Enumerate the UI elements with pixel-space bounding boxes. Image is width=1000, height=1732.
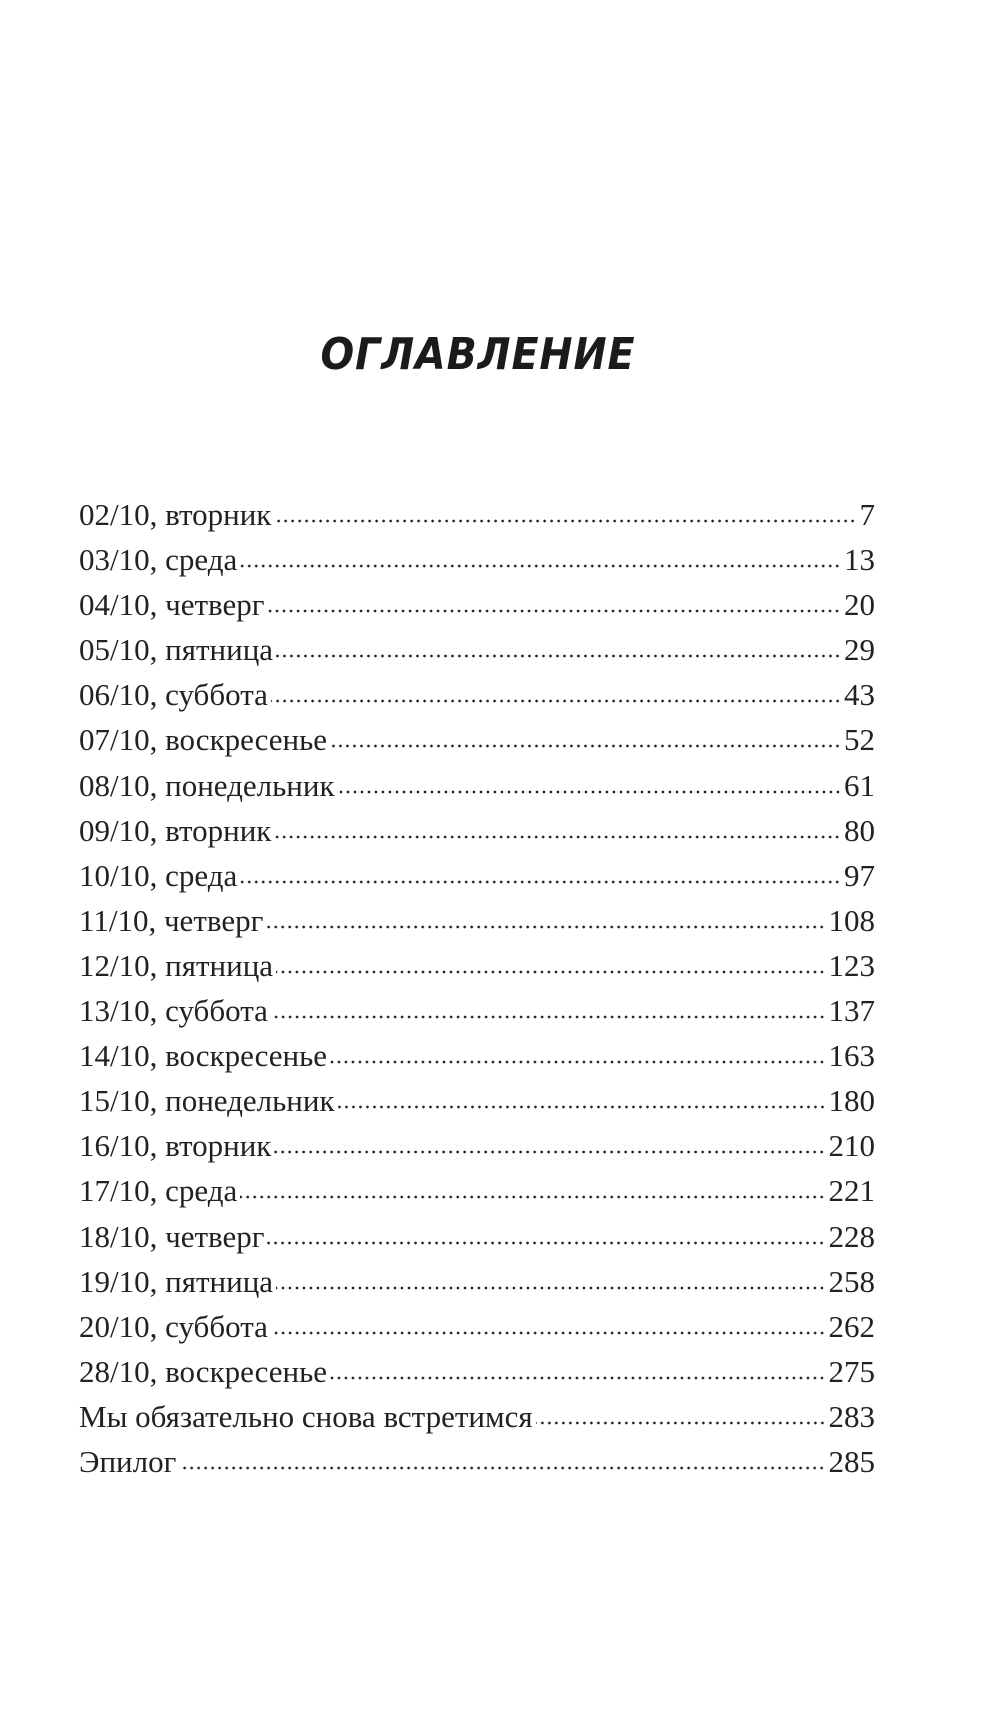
dot-leader bbox=[240, 1195, 826, 1200]
toc-entry-page: 283 bbox=[828, 1398, 876, 1434]
toc-entry: 16/10, вторник 210 bbox=[79, 1123, 875, 1168]
dot-leader bbox=[337, 789, 841, 794]
toc-entry-page: 97 bbox=[844, 857, 875, 893]
toc-entry: 19/10, пятница 258 bbox=[79, 1259, 875, 1304]
dot-leader bbox=[276, 654, 841, 659]
toc-entry: 11/10, четверг 108 bbox=[79, 898, 875, 943]
toc-entry-page: 43 bbox=[844, 677, 875, 713]
dot-leader bbox=[266, 924, 826, 929]
toc-entry: Эпилог 285 bbox=[79, 1439, 875, 1484]
toc-entry: 12/10, пятница 123 bbox=[79, 943, 875, 988]
toc-entry: 13/10, суббота 137 bbox=[79, 988, 875, 1033]
toc-entry: 03/10, среда 13 bbox=[79, 537, 875, 582]
toc-entry-label: 11/10, четверг bbox=[79, 902, 264, 938]
toc-entry-label: 07/10, воскресенье bbox=[79, 722, 328, 758]
toc-entry-page: 180 bbox=[828, 1083, 876, 1119]
toc-entry-label: 08/10, понедельник bbox=[79, 767, 335, 803]
table-of-contents: 02/10, вторник 7 03/10, среда 13 04/10, четв… bbox=[79, 492, 875, 1484]
toc-entry-page: 258 bbox=[828, 1263, 876, 1299]
toc-entry-page: 108 bbox=[828, 902, 876, 938]
toc-entry: 02/10, вторник 7 bbox=[79, 492, 875, 537]
dot-leader bbox=[240, 564, 841, 569]
toc-entry: 20/10, суббота 262 bbox=[79, 1304, 875, 1349]
dot-leader bbox=[270, 1330, 826, 1335]
toc-entry-page: 163 bbox=[828, 1038, 876, 1074]
toc-entry: 17/10, среда 221 bbox=[79, 1168, 875, 1213]
toc-entry-page: 7 bbox=[859, 497, 876, 532]
dot-leader bbox=[274, 834, 841, 839]
toc-entry-label: 13/10, суббота bbox=[79, 993, 268, 1029]
dot-leader bbox=[267, 609, 841, 614]
toc-entry-label: 17/10, среда bbox=[79, 1173, 238, 1209]
toc-entry-page: 137 bbox=[828, 993, 876, 1029]
toc-entry-label: 05/10, пятница bbox=[79, 632, 274, 668]
dot-leader bbox=[276, 969, 826, 974]
dot-leader bbox=[276, 1285, 826, 1290]
dot-leader bbox=[535, 1420, 826, 1425]
toc-entry-label: 15/10, понедельник bbox=[79, 1083, 335, 1119]
toc-entry-page: 29 bbox=[844, 632, 875, 668]
toc-entry-label: 04/10, четверг bbox=[79, 587, 265, 623]
toc-entry-label: 12/10, пятница bbox=[79, 947, 274, 983]
toc-entry-label: 10/10, среда bbox=[79, 857, 238, 893]
dot-leader bbox=[270, 699, 841, 704]
toc-entry-page: 20 bbox=[844, 587, 875, 623]
toc-entry-page: 52 bbox=[844, 722, 875, 758]
toc-entry-label: 28/10, воскресенье bbox=[79, 1353, 328, 1389]
toc-entry-page: 221 bbox=[828, 1173, 876, 1209]
dot-leader bbox=[330, 1060, 826, 1065]
toc-entry-label: 18/10, четверг bbox=[79, 1218, 265, 1254]
toc-entry-page: 275 bbox=[828, 1353, 876, 1389]
toc-entry-page: 262 bbox=[828, 1308, 876, 1344]
dot-leader bbox=[330, 1375, 826, 1380]
page-title: ОГЛАВЛЕНИЕ bbox=[320, 329, 636, 381]
toc-entry: 05/10, пятница 29 bbox=[79, 627, 875, 672]
toc-entry-page: 13 bbox=[844, 542, 875, 578]
toc-entry: 09/10, вторник 80 bbox=[79, 808, 875, 853]
toc-entry-page: 61 bbox=[844, 767, 875, 803]
toc-entry-label: 03/10, среда bbox=[79, 542, 238, 578]
toc-entry-label: 16/10, вторник bbox=[79, 1128, 272, 1164]
toc-entry: 04/10, четверг 20 bbox=[79, 582, 875, 627]
toc-entry-label: Мы обязательно снова встретимся bbox=[79, 1398, 533, 1434]
dot-leader bbox=[274, 519, 857, 523]
toc-entry: Мы обязательно снова встретимся 283 bbox=[79, 1394, 875, 1439]
toc-entry-label: 09/10, вторник bbox=[79, 812, 272, 848]
toc-entry: 06/10, суббота 43 bbox=[79, 672, 875, 717]
toc-entry: 18/10, четверг 228 bbox=[79, 1214, 875, 1259]
toc-entry-label: 06/10, суббота bbox=[79, 677, 268, 713]
toc-entry-page: 210 bbox=[828, 1128, 876, 1164]
toc-entry-label: Эпилог bbox=[79, 1443, 177, 1479]
dot-leader bbox=[267, 1240, 826, 1245]
toc-entry-page: 285 bbox=[828, 1443, 876, 1479]
toc-entry-page: 80 bbox=[844, 812, 875, 848]
toc-entry-page: 123 bbox=[828, 947, 876, 983]
toc-entry-label: 20/10, суббота bbox=[79, 1308, 268, 1344]
toc-entry: 10/10, среда 97 bbox=[79, 853, 875, 898]
toc-entry-label: 02/10, вторник bbox=[79, 497, 272, 532]
toc-entry: 14/10, воскресенье 163 bbox=[79, 1033, 875, 1078]
toc-entry: 08/10, понедельник 61 bbox=[79, 763, 875, 808]
dot-leader bbox=[274, 1150, 826, 1155]
dot-leader bbox=[337, 1105, 826, 1110]
dot-leader bbox=[270, 1015, 826, 1020]
dot-leader bbox=[330, 744, 841, 749]
toc-entry: 07/10, воскресенье 52 bbox=[79, 717, 875, 762]
toc-entry-page: 228 bbox=[828, 1218, 876, 1254]
toc-entry-label: 14/10, воскресенье bbox=[79, 1038, 328, 1074]
toc-entry: 15/10, понедельник 180 bbox=[79, 1078, 875, 1123]
dot-leader bbox=[179, 1465, 826, 1470]
toc-entry: 28/10, воскресенье 275 bbox=[79, 1349, 875, 1394]
toc-entry-label: 19/10, пятница bbox=[79, 1263, 274, 1299]
dot-leader bbox=[240, 879, 841, 884]
